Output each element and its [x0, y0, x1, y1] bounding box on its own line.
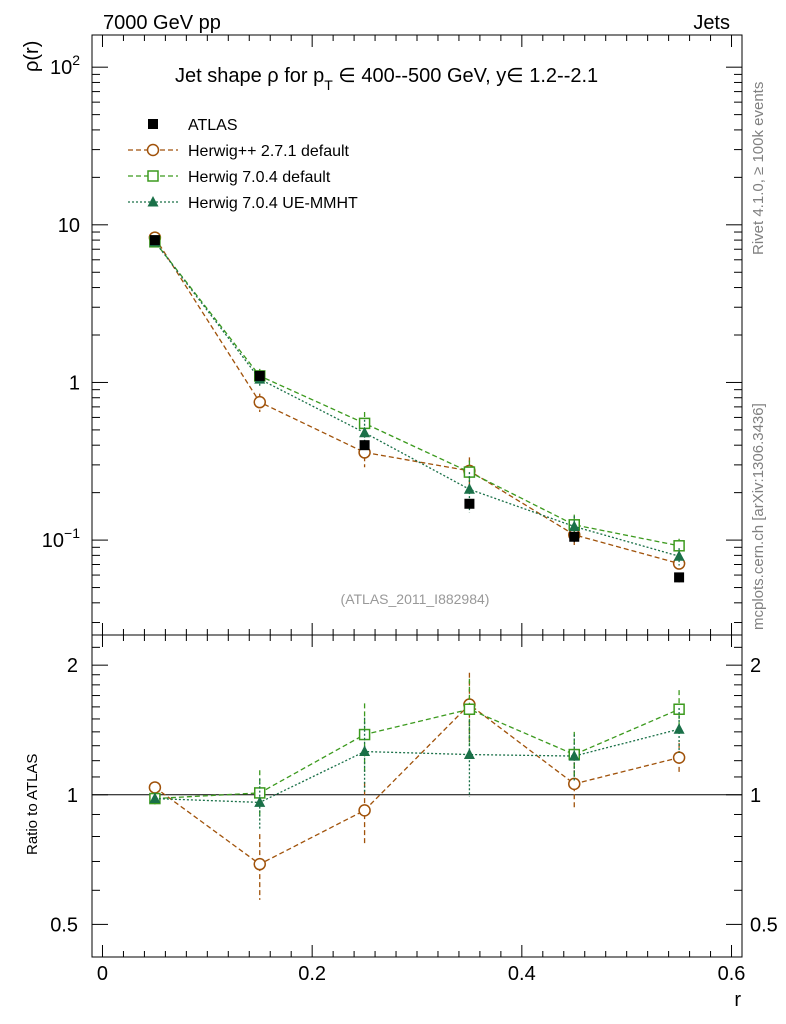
x-tick-label: 0.4: [508, 963, 536, 985]
ratio-point-herwigpp: [253, 857, 266, 871]
ratio-plot-frame: [91, 634, 743, 958]
legend-marker-atlas: [148, 119, 158, 129]
ratio-point-ue_mmht: [463, 748, 475, 760]
legend-marker-herwigpp: [146, 143, 160, 157]
header-energy-label: 7000 GeV pp: [103, 12, 221, 34]
series-line-herwigpp: [154, 237, 680, 565]
ratio-point-herwig704: [463, 703, 476, 715]
rivet-version-label: Rivet 4.1.0, ≥ 100k events: [750, 82, 767, 255]
ratio-point-herwigpp: [148, 781, 162, 794]
x-tick-label: 0: [97, 963, 108, 985]
ratio-series-ue_mmht: [149, 708, 685, 830]
ratio-point-ue_mmht: [568, 750, 580, 761]
series-herwig704: [149, 236, 685, 554]
legend-label-herwigpp: Herwig++ 2.7.1 default: [188, 143, 350, 160]
series-ue_mmht: [149, 235, 685, 566]
main-y-axis-label: ρ(r): [21, 41, 43, 72]
x-tick-label: 0.6: [718, 963, 746, 985]
ratio-y-tick-label: 2: [67, 655, 78, 677]
series-line-ue_mmht: [154, 241, 680, 557]
header-process-label: Jets: [693, 12, 730, 34]
ratio-point-ue_mmht: [673, 723, 685, 734]
data-point-atlas: [674, 572, 685, 583]
series-line-herwig704: [154, 241, 680, 547]
data-point-atlas: [254, 370, 265, 381]
main-plot-data: [148, 231, 686, 583]
plot-title: Jet shape ρ for pT ∈ 400--500 GeV, y∈ 1.…: [175, 65, 598, 93]
ratio-y-tick-label-right: 1: [750, 785, 761, 807]
ratio-y-tick-label-right: 0.5: [750, 914, 778, 936]
main-axes: 102 10 1 10−1: [42, 35, 742, 635]
ratio-point-ue_mmht: [254, 796, 266, 807]
ratio-series-herwigpp: [148, 672, 686, 900]
data-point-atlas: [149, 235, 160, 246]
ratio-axes: 0 0.2 0.4 0.6 0.5 0.5 1 1 2 2: [50, 635, 778, 985]
ratio-point-herwigpp: [568, 777, 581, 791]
data-point-atlas: [359, 440, 370, 451]
data-point-ue_mmht: [463, 483, 475, 494]
legend-item-herwigpp: Herwig++ 2.7.1 default: [128, 143, 350, 160]
ratio-plot-data: [148, 672, 686, 900]
data-point-atlas: [464, 498, 475, 509]
ratio-y-axis-label: Ratio to ATLAS: [24, 754, 41, 855]
data-point-herwigpp: [253, 395, 266, 409]
x-tick-label: 0.2: [298, 963, 326, 985]
ratio-line-ue_mmht: [154, 728, 680, 804]
mcplots-label: mcplots.cern.ch [arXiv:1306.3436]: [750, 403, 767, 630]
legend-item-atlas: ATLAS: [148, 117, 238, 134]
y-tick-label: 10−1: [42, 525, 80, 552]
ratio-point-ue_mmht: [149, 792, 161, 804]
legend-label-ue_mmht: Herwig 7.0.4 UE-MMHT: [188, 195, 358, 212]
x-axis-label: r: [734, 989, 741, 1011]
legend-label-herwig704: Herwig 7.0.4 default: [188, 169, 331, 186]
ratio-point-ue_mmht: [359, 745, 371, 757]
ratio-line-herwig704: [154, 708, 680, 800]
y-tick-label: 10: [58, 215, 80, 237]
ratio-point-herwigpp: [358, 804, 371, 817]
ratio-line-herwigpp: [154, 703, 680, 865]
ratio-y-tick-label: 1: [67, 785, 78, 807]
ratio-y-tick-label: 0.5: [50, 914, 78, 936]
legend-marker-herwig704: [147, 170, 159, 182]
data-point-ue_mmht: [673, 550, 685, 561]
series-herwigpp: [148, 231, 686, 570]
ratio-point-herwigpp: [672, 751, 686, 764]
data-point-ue_mmht: [568, 520, 580, 531]
data-point-atlas: [569, 531, 580, 542]
y-tick-label: 102: [50, 52, 80, 79]
legend-label-atlas: ATLAS: [188, 117, 238, 134]
y-tick-label: 1: [69, 372, 80, 394]
analysis-id-label: (ATLAS_2011_I882984): [341, 591, 490, 607]
legend-marker-ue_mmht: [147, 196, 159, 207]
legend-item-herwig704: Herwig 7.0.4 default: [128, 169, 331, 186]
ratio-y-tick-label-right: 2: [750, 655, 761, 677]
legend-item-ue_mmht: Herwig 7.0.4 UE-MMHT: [128, 195, 358, 212]
data-point-ue_mmht: [359, 426, 371, 438]
legend: ATLAS Herwig++ 2.7.1 default Herwig 7.0.4 …: [128, 117, 358, 212]
series-atlas: [149, 235, 685, 583]
